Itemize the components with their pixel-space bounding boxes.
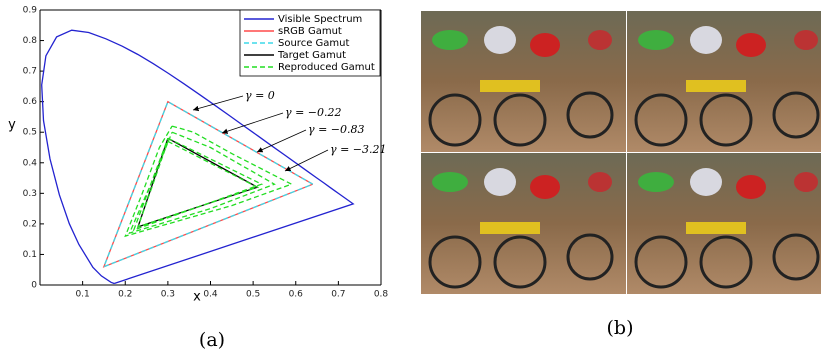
legend-label: Reproduced Gamut [278,62,375,73]
x-tick-label: 0.4 [203,290,218,300]
x-tick-label: 0.3 [161,290,175,300]
y-tick-label: 0.1 [23,250,37,260]
annotation: γ = −3.21 [330,143,387,156]
y-axis-label: y [8,118,16,133]
figure: x y (a) (b) 0.1 0.2 0.3 0.4 0.5 0.6 0.7 0.8 0 0.1… [0,0,821,356]
x-axis-label: x [193,290,201,305]
x-tick-label: 0.1 [75,290,89,300]
y-tick-label: 0.8 [23,36,38,46]
photo [627,153,821,294]
panel-label: (b) [607,317,634,339]
photo [627,11,821,152]
annotation: γ = 0 [245,89,275,102]
photo [421,153,626,294]
photo-grid [421,11,821,294]
annotation: γ = −0.22 [285,106,342,119]
annotation-arrow [222,113,283,133]
y-tick-label: 0.4 [23,158,38,168]
x-tick-label: 0.2 [118,290,132,300]
series-line [104,102,313,267]
x-tick-label: 0.6 [289,290,304,300]
y-tick-label: 0.3 [23,189,37,199]
annotation: γ = −0.83 [308,123,365,136]
legend-label: Visible Spectrum [278,14,362,25]
y-tick-label: 0.6 [23,97,38,107]
x-tick-label: 0.8 [374,290,389,300]
legend-label: sRGB Gamut [278,26,342,37]
x-tick-label: 0.7 [331,290,345,300]
legend-label: Target Gamut [277,50,346,61]
y-tick-label: 0.2 [23,219,37,229]
y-tick-label: 0.9 [23,6,38,16]
panel-label: (a) [199,329,225,351]
legend-label: Source Gamut [278,38,349,49]
photo [421,11,626,152]
y-tick-label: 0.7 [23,67,37,77]
y-tick-label: 0.5 [23,128,37,138]
x-tick-label: 0.5 [246,290,260,300]
y-tick-label: 0 [31,281,37,291]
